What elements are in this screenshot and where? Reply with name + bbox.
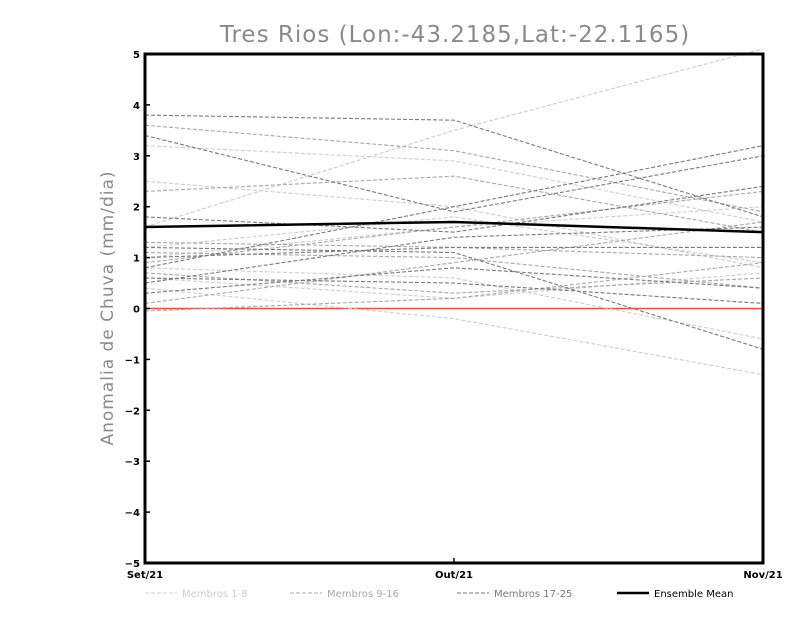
y-tick-label: −3 xyxy=(125,457,140,468)
member-series-22 xyxy=(144,226,764,284)
y-tick-label: 3 xyxy=(133,152,140,163)
chart-title: Tres Rios (Lon:-43.2185,Lat:-22.1165) xyxy=(219,22,690,48)
y-axis-label: Anomalia de Chuva (mm/dia) xyxy=(98,170,118,445)
x-tick-label: Nov/21 xyxy=(743,570,782,581)
y-tick-label: 0 xyxy=(133,305,140,316)
y-axis-ticks: −5 −4 −3 −2 −1 0 1 2 3 4 5 xyxy=(125,50,150,570)
y-tick-label: 1 xyxy=(133,254,140,265)
series-lines xyxy=(144,48,764,376)
member-series-3 xyxy=(144,180,764,269)
member-series-12 xyxy=(144,190,764,264)
member-series-4 xyxy=(144,216,764,264)
y-tick-label: 2 xyxy=(133,203,140,214)
y-tick-label: 4 xyxy=(133,101,140,112)
member-series-6 xyxy=(144,287,764,376)
member-series-14 xyxy=(144,221,764,304)
legend-label: Ensemble Mean xyxy=(654,589,733,600)
x-axis-ticks: Set/21 Out/21 Nov/21 xyxy=(127,558,783,581)
member-series-17 xyxy=(144,114,764,218)
x-tick-label: Out/21 xyxy=(435,570,473,581)
member-series-24 xyxy=(144,246,763,259)
member-series-25 xyxy=(144,267,764,294)
member-series-19 xyxy=(144,185,764,233)
member-series-21 xyxy=(144,145,764,269)
member-series-20 xyxy=(144,246,764,350)
member-series-9 xyxy=(144,124,764,213)
y-tick-label: 5 xyxy=(133,50,140,61)
member-series-2 xyxy=(144,145,764,223)
legend-label: Membros 17-25 xyxy=(494,589,572,600)
y-tick-label: −1 xyxy=(125,355,140,366)
y-tick-label: −2 xyxy=(125,406,140,417)
member-series-23 xyxy=(144,277,764,304)
member-series-10 xyxy=(144,175,764,233)
ensemble-mean-series xyxy=(144,220,764,234)
member-series-18 xyxy=(144,134,764,213)
legend-label: Membros 9-16 xyxy=(327,589,399,600)
y-tick-label: −5 xyxy=(125,559,140,570)
legend-label: Membros 1-8 xyxy=(182,589,248,600)
member-series-5 xyxy=(144,267,764,340)
x-tick-label: Set/21 xyxy=(127,570,163,581)
member-series-15 xyxy=(144,262,764,312)
legend: Membros 1-8 Membros 9-16 Membros 17-25 Ense… xyxy=(145,589,733,600)
y-tick-label: −4 xyxy=(125,508,140,519)
member-series-1 xyxy=(144,48,764,228)
ensemble-mean-line xyxy=(144,220,764,234)
